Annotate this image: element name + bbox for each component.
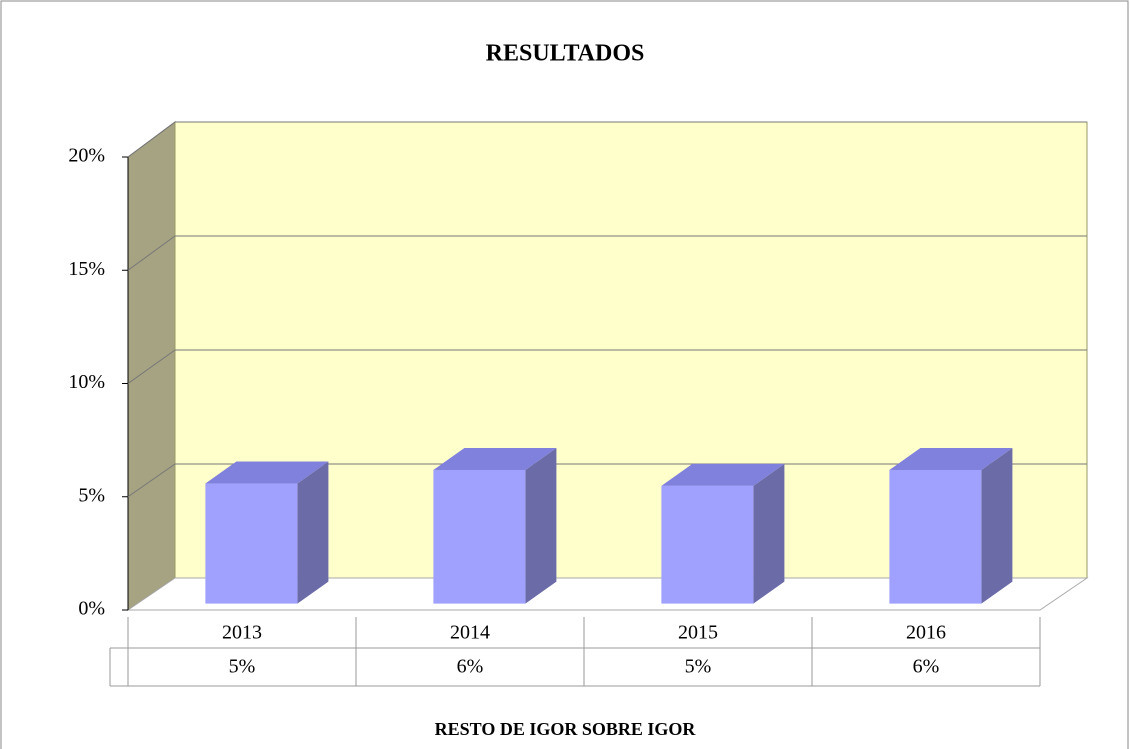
- bar: [205, 483, 298, 604]
- bar-side: [297, 461, 329, 604]
- bar-side: [981, 447, 1013, 604]
- bar: [889, 469, 982, 604]
- grid-line: [127, 349, 176, 384]
- bar-top: [205, 461, 329, 484]
- bar-side: [525, 447, 557, 604]
- grid-line: [127, 463, 176, 498]
- bar-top: [661, 463, 785, 486]
- y-tick-label: 0%: [78, 598, 105, 620]
- bar-side: [753, 463, 785, 604]
- value-label: 6%: [457, 656, 484, 678]
- x-tick-label: 2016: [906, 622, 946, 644]
- y-tick-label: 10%: [68, 371, 105, 393]
- value-label: 5%: [229, 656, 256, 678]
- bar-top: [889, 447, 1013, 470]
- bar: [661, 485, 754, 604]
- bar: [433, 469, 526, 604]
- floor: [126, 577, 1089, 611]
- x-tick-label: 2015: [678, 622, 718, 644]
- y-tick-label: 15%: [68, 258, 105, 280]
- grid-line: [127, 121, 176, 158]
- x-tick-label: 2014: [450, 622, 490, 644]
- x-axis-label: RESTO DE IGOR SOBRE IGOR: [435, 719, 697, 739]
- bar-top: [433, 447, 557, 470]
- grid-line: [127, 235, 176, 271]
- y-tick-label: 5%: [78, 484, 105, 506]
- value-label: 6%: [913, 656, 940, 678]
- value-label: 5%: [685, 656, 712, 678]
- x-tick-label: 2013: [222, 622, 262, 644]
- side-wall: [127, 121, 176, 611]
- y-tick-label: 20%: [68, 145, 105, 167]
- chart-title: RESULTADOS: [486, 41, 645, 67]
